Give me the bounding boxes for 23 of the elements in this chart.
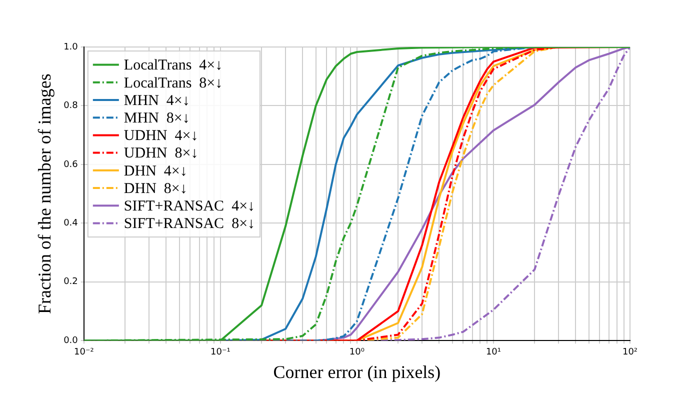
x-axis-title: Corner error (in pixels) — [273, 362, 441, 382]
x-tick-label: 10¹ — [486, 347, 502, 358]
y-tick-label: 0.0 — [64, 336, 78, 346]
legend-label: DHN 4×↓ — [124, 163, 188, 180]
y-tick-label: 0.2 — [64, 277, 78, 288]
x-tick-label: 10⁰ — [349, 347, 365, 358]
legend-label: MHN 8×↓ — [124, 110, 190, 127]
legend-label: MHN 4×↓ — [124, 92, 190, 109]
legend-label: SIFT+RANSAC 8×↓ — [124, 216, 256, 232]
y-tick-label: 0.6 — [64, 160, 78, 170]
legend-label: LocalTrans 4×↓ — [124, 58, 223, 74]
y-tick-label: 1.0 — [64, 42, 78, 52]
x-tick-label: 10⁻² — [74, 347, 94, 358]
x-tick-label: 10⁻¹ — [210, 347, 231, 358]
legend-label: UDHN 8×↓ — [124, 146, 198, 162]
legend-label: LocalTrans 8×↓ — [124, 75, 223, 92]
y-axis-title: Fraction of the number of images — [34, 74, 55, 314]
legend-label: SIFT+RANSAC 4×↓ — [124, 198, 256, 215]
legend-label: DHN 8×↓ — [124, 180, 188, 197]
legend-label: UDHN 4×↓ — [124, 128, 198, 144]
y-tick-label: 0.8 — [64, 101, 78, 112]
y-tick-label: 0.4 — [64, 218, 78, 229]
x-tick-label: 10² — [622, 347, 638, 358]
